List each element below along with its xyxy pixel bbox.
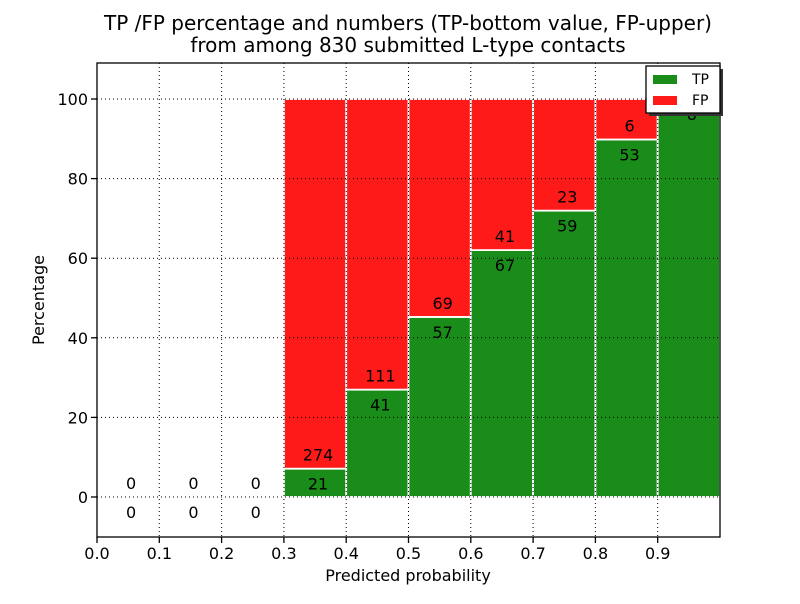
tp-count-label: 57 <box>432 323 452 342</box>
x-tick-label: 0.0 <box>84 544 109 563</box>
bar-segment-tp <box>469 249 534 498</box>
x-tick-label: 0.7 <box>520 544 545 563</box>
tp-count-label: 59 <box>557 217 577 236</box>
tp-count-label: 53 <box>619 145 639 164</box>
y-tick-label: 60 <box>68 249 88 268</box>
bar-segment-fp <box>594 98 659 141</box>
bar-segment-tp <box>656 98 721 498</box>
x-tick-label: 0.2 <box>209 544 234 563</box>
bar-segment-tp <box>594 138 659 498</box>
bar-segment-fp <box>345 98 410 391</box>
legend-swatch-fp <box>653 96 677 105</box>
bar-segment-fp <box>532 98 597 212</box>
x-tick-label: 0.9 <box>645 544 670 563</box>
x-tick-label: 0.1 <box>147 544 172 563</box>
x-tick-label: 0.5 <box>396 544 421 563</box>
fp-count-label: 0 <box>188 474 198 493</box>
bar-segment-tp <box>532 209 597 498</box>
y-axis-label: Percentage <box>29 255 48 345</box>
fp-count-label: 23 <box>557 188 577 207</box>
fp-count-label: 6 <box>624 116 634 135</box>
tp-count-label: 21 <box>308 475 328 494</box>
legend-swatch-tp <box>653 75 677 84</box>
x-tick-label: 0.6 <box>458 544 483 563</box>
fp-count-label: 41 <box>495 227 515 246</box>
chart-title-line2: from among 830 submitted L-type contacts <box>190 33 625 57</box>
tp-count-label: 0 <box>126 503 136 522</box>
tp-count-label: 0 <box>188 503 198 522</box>
bar-segment-fp <box>407 98 472 318</box>
fp-count-label: 69 <box>432 294 452 313</box>
y-tick-label: 20 <box>68 408 88 427</box>
legend-label-fp: FP <box>692 93 709 109</box>
x-axis-label: Predicted probability <box>325 566 491 585</box>
fp-count-label: 111 <box>365 367 396 386</box>
fp-count-label: 274 <box>303 446 334 465</box>
fp-count-label: 0 <box>126 474 136 493</box>
x-tick-label: 0.3 <box>271 544 296 563</box>
x-tick-label: 0.4 <box>333 544 358 563</box>
y-tick-label: 80 <box>68 170 88 189</box>
bar-segment-tp <box>282 467 348 498</box>
bar-segment-fp <box>469 98 534 251</box>
bar-segment-fp <box>282 98 348 470</box>
y-tick-label: 40 <box>68 329 88 348</box>
legend-box <box>645 65 721 114</box>
chart-title-line1: TP /FP percentage and numbers (TP-bottom… <box>103 11 712 35</box>
legend-label-tp: TP <box>691 72 709 88</box>
tp-count-label: 41 <box>370 396 390 415</box>
tp-count-label: 67 <box>495 256 515 275</box>
tp-count-label: 0 <box>251 503 261 522</box>
x-tick-label: 0.8 <box>583 544 608 563</box>
bar-segment-tp <box>407 316 472 498</box>
y-tick-label: 0 <box>78 488 88 507</box>
y-tick-label: 100 <box>57 90 88 109</box>
fp-count-label: 0 <box>251 474 261 493</box>
